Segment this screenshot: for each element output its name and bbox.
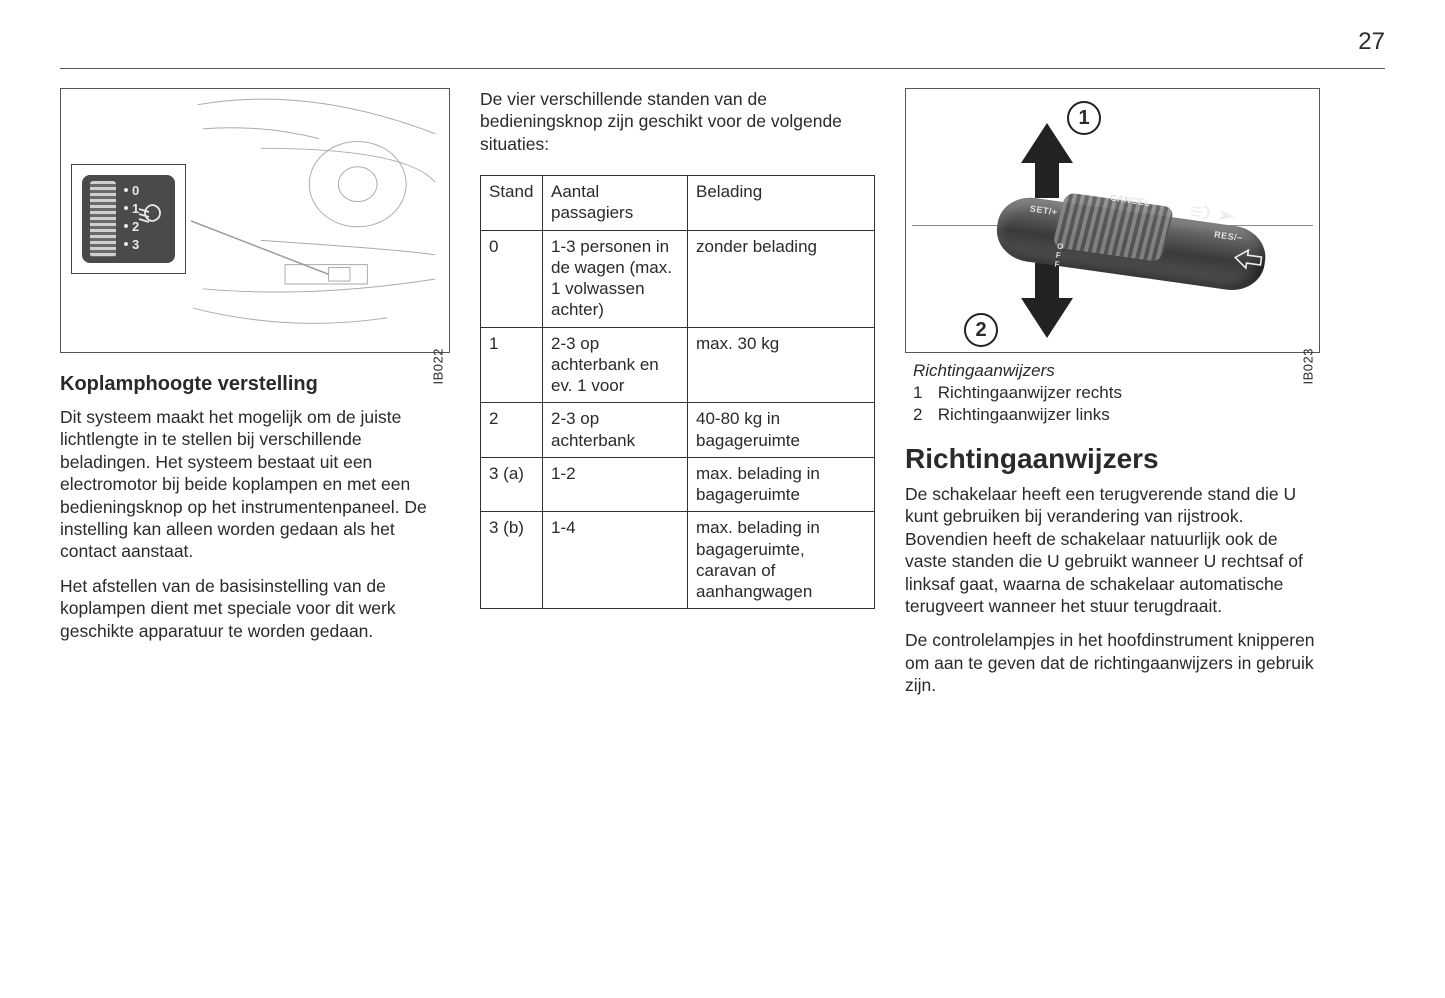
cell: 2-3 op achterbank en ev. 1 voor	[543, 327, 688, 403]
page-columns: 0 1 2 3 IB022 Koplamphoogte verstel	[60, 28, 1385, 709]
legend-num: 2	[913, 405, 933, 425]
table-row: 3 (b) 1-4 max. belading in bagageruimte,…	[481, 512, 875, 609]
cell: 40-80 kg in bagageruimte	[688, 403, 875, 458]
cell: max. belading in bagageruimte, caravan o…	[688, 512, 875, 609]
heading-koplamphoogte: Koplamphoogte verstelling	[60, 373, 450, 396]
legend-item: 1 Richtingaanwijzer rechts	[913, 383, 1320, 403]
para-right-1: De schakelaar heeft een terugverende sta…	[905, 483, 1320, 617]
table-row: 2 2-3 op achterbank 40-80 kg in bagageru…	[481, 403, 875, 458]
cell: 3 (a)	[481, 457, 543, 512]
headlamp-dial: 0 1 2 3	[82, 175, 175, 263]
cell: 1-2	[543, 457, 688, 512]
table-header-row: Stand Aantal passagiers Belading	[481, 176, 875, 231]
cell: max. 30 kg	[688, 327, 875, 403]
heading-richtingaanwijzers: Richtingaanwijzers	[905, 443, 1320, 475]
legend-item: 2 Richtingaanwijzer links	[913, 405, 1320, 425]
stalk-tip-arrows-icon	[1231, 242, 1265, 276]
th-pax: Aantal passagiers	[543, 176, 688, 231]
dial-inset-frame: 0 1 2 3	[71, 164, 186, 274]
low-beam-icon	[137, 201, 169, 225]
cell: zonder belading	[688, 230, 875, 327]
column-middle: De vier verschillende standen van de bed…	[480, 88, 875, 709]
settings-table: Stand Aantal passagiers Belading 0 1-3 p…	[480, 175, 875, 609]
header-rule	[60, 68, 1385, 69]
para-mid-intro: De vier verschillende standen van de bed…	[480, 88, 875, 155]
legend-num: 1	[913, 383, 933, 403]
th-belading: Belading	[688, 176, 875, 231]
cell: max. belading in bagageruimte	[688, 457, 875, 512]
dial-level-3: 3	[132, 237, 139, 252]
th-stand: Stand	[481, 176, 543, 231]
cell: 1-4	[543, 512, 688, 609]
cell: 2	[481, 403, 543, 458]
dial-wheel-icon	[90, 181, 116, 257]
figure-turn-signal: 1 2 SET/+ CANCEL RES/− OFF	[905, 88, 1320, 353]
legend-text: Richtingaanwijzer links	[938, 405, 1110, 424]
figure-headlamp-adjust: 0 1 2 3 IB022	[60, 88, 450, 353]
cell: 3 (b)	[481, 512, 543, 609]
cell: 2-3 op achterbank	[543, 403, 688, 458]
page-number: 27	[1358, 28, 1385, 56]
para-left-2: Het afstellen van de basisinstelling van…	[60, 575, 450, 642]
para-left-1: Dit systeem maakt het mogelijk om de jui…	[60, 406, 450, 563]
figure-caption: Richtingaanwijzers	[913, 361, 1320, 381]
table-row: 3 (a) 1-2 max. belading in bagageruimte	[481, 457, 875, 512]
figure-id-right: IB023	[1300, 348, 1315, 384]
cell: 0	[481, 230, 543, 327]
column-left: 0 1 2 3 IB022 Koplamphoogte verstel	[60, 88, 450, 709]
figure-id-left: IB022	[430, 348, 445, 384]
para-right-2: De controlelampjes in het hoofdinstrumen…	[905, 629, 1320, 696]
dial-level-0: 0	[132, 183, 139, 198]
cell: 1	[481, 327, 543, 403]
legend-text: Richtingaanwijzer rechts	[938, 383, 1122, 402]
dial-scale: 0 1 2 3	[120, 175, 175, 263]
table-row: 1 2-3 op achterbank en ev. 1 voor max. 3…	[481, 327, 875, 403]
column-right: 1 2 SET/+ CANCEL RES/− OFF	[905, 88, 1320, 709]
table-row: 0 1-3 personen in de wagen (max. 1 volwa…	[481, 230, 875, 327]
callout-2: 2	[964, 313, 998, 347]
cell: 1-3 personen in de wagen (max. 1 volwass…	[543, 230, 688, 327]
